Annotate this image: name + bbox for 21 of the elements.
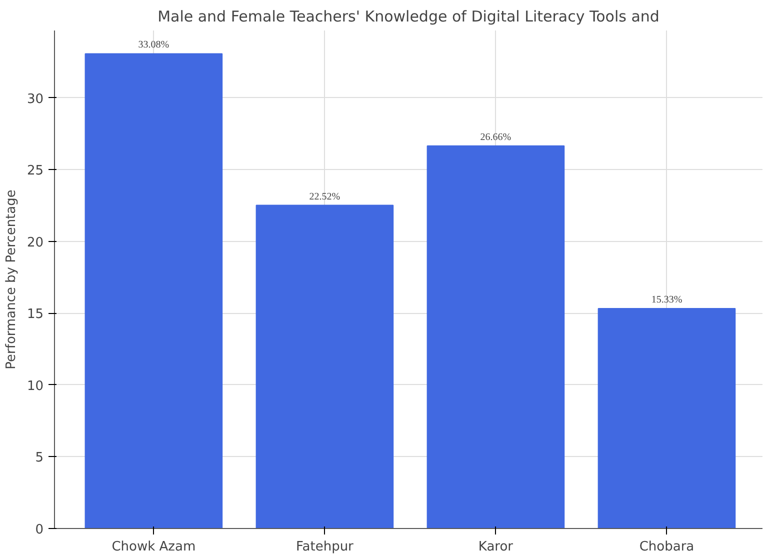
- data-label: 15.33%: [651, 294, 682, 306]
- data-label: 26.66%: [480, 132, 512, 143]
- data-label: 33.08%: [138, 40, 170, 51]
- x-tick-label: Chowk Azam: [112, 540, 196, 554]
- y-tick-label: 30: [26, 92, 44, 107]
- x-tick-label: Karor: [478, 540, 514, 554]
- bar: [426, 145, 565, 528]
- y-tick-label: 15: [26, 307, 44, 322]
- y-axis-title: Performance by Percentage: [4, 190, 19, 370]
- y-tick-label: 25: [26, 164, 44, 179]
- x-tick-label: Chobara: [639, 540, 694, 554]
- chart-title: Male and Female Teachers' Knowledge of Digital Literacy Tools and: [158, 8, 660, 26]
- bar: [598, 308, 736, 528]
- y-tick-label: 20: [26, 235, 44, 250]
- bar: [84, 53, 223, 528]
- bar: [256, 204, 394, 528]
- y-tick-label: 0: [35, 522, 44, 538]
- y-tick-label: 5: [35, 450, 44, 466]
- data-label: 22.52%: [309, 191, 340, 202]
- x-tick-label: Fatehpur: [296, 540, 354, 554]
- y-tick-label: 10: [26, 378, 44, 394]
